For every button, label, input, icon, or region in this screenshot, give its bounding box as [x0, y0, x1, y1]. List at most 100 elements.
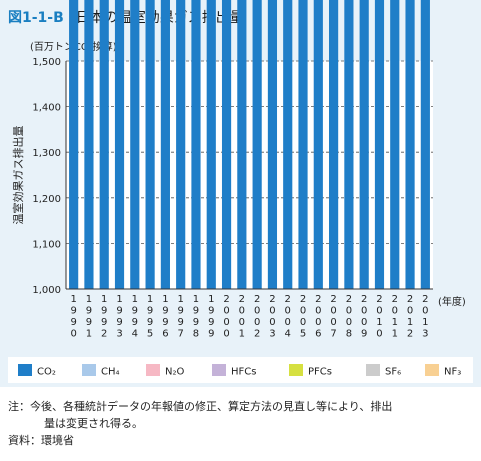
y-tick-label: 1,300 [32, 148, 61, 159]
bar-segment [359, 0, 369, 290]
bar-segment [374, 0, 385, 289]
x-tick-label: 0 [269, 317, 275, 328]
x-tick-label: 9 [147, 306, 153, 317]
x-tick-label: 1 [116, 294, 122, 305]
x-tick-label: 2 [407, 329, 413, 340]
y-tick-label: 1,100 [32, 239, 61, 250]
x-tick-label: 1 [193, 294, 199, 305]
x-tick-label: 2 [346, 294, 352, 305]
x-tick-label: 2 [330, 294, 336, 305]
x-tick-label: 0 [330, 317, 336, 328]
x-tick-label: 2 [239, 294, 245, 305]
x-tick-label: 3 [269, 329, 275, 340]
x-tick-label: 5 [147, 329, 153, 340]
x-tick-label: 1 [147, 294, 153, 305]
x-tick-label: 8 [346, 329, 352, 340]
x-tick-label: 7 [330, 329, 336, 340]
x-tick-label: 0 [315, 306, 321, 317]
bar-segment [267, 0, 278, 289]
legend-label: SF₆ [385, 367, 401, 378]
bar-segment [176, 0, 186, 289]
bar-segment [237, 0, 247, 290]
legend-label: N₂O [165, 367, 184, 378]
legend-swatch [289, 364, 303, 376]
bar-segment [344, 0, 354, 289]
x-axis-label: (年度) [438, 295, 466, 308]
x-tick-label: 1 [162, 294, 168, 305]
x-tick-label: 1 [392, 329, 398, 340]
x-tick-label: 2 [254, 329, 260, 340]
x-tick-label: 0 [239, 317, 245, 328]
bar-segment [145, 0, 155, 289]
legend-swatch [82, 364, 96, 376]
y-tick-label: 1,200 [32, 194, 61, 205]
y-tick-label: 1,000 [32, 285, 61, 296]
x-tick-label: 2 [361, 294, 367, 305]
x-tick-label: 0 [422, 306, 428, 317]
x-tick-label: 2 [300, 294, 306, 305]
legend-label: CH₄ [101, 367, 120, 378]
x-tick-label: 0 [361, 306, 367, 317]
x-tick-label: 2 [315, 294, 321, 305]
bar-segment [283, 0, 293, 289]
x-tick-label: 1 [407, 317, 413, 328]
x-tick-label: 9 [162, 306, 168, 317]
legend-label: NF₃ [444, 367, 461, 378]
x-tick-label: 5 [300, 329, 306, 340]
x-tick-label: 0 [239, 306, 245, 317]
x-tick-label: 0 [330, 306, 336, 317]
x-tick-label: 0 [70, 329, 76, 340]
legend-swatch [425, 364, 439, 376]
x-tick-label: 0 [254, 317, 260, 328]
x-tick-label: 9 [86, 306, 92, 317]
legend-label: PFCs [308, 367, 332, 378]
x-tick-label: 9 [178, 306, 184, 317]
x-tick-label: 0 [223, 329, 229, 340]
note-line-continued: 量は変更され得る。 [44, 417, 143, 430]
x-tick-label: 0 [346, 306, 352, 317]
bar-segment [420, 0, 430, 289]
x-tick-label: 8 [193, 329, 199, 340]
x-tick-label: 9 [147, 317, 153, 328]
x-tick-label: 0 [254, 306, 260, 317]
x-tick-label: 0 [376, 306, 382, 317]
x-tick-label: 1 [86, 294, 92, 305]
x-tick-label: 9 [193, 317, 199, 328]
legend-swatch [366, 364, 380, 376]
x-tick-label: 1 [86, 329, 92, 340]
x-tick-label: 0 [407, 306, 413, 317]
bar-segment [69, 0, 79, 289]
x-tick-label: 0 [300, 306, 306, 317]
notes: 注：今後、各種統計データの年報値の修正、算定方法の見直し等により、排出 量は変更… [8, 398, 474, 449]
x-tick-label: 0 [285, 306, 291, 317]
x-tick-label: 9 [116, 317, 122, 328]
x-tick-label: 9 [101, 306, 107, 317]
bar-segment [130, 0, 140, 289]
x-tick-label: 2 [422, 294, 428, 305]
bar-segment [313, 0, 323, 289]
x-tick-label: 1 [178, 294, 184, 305]
bar-segment [405, 0, 415, 289]
x-tick-label: 1 [70, 294, 76, 305]
x-tick-label: 9 [101, 317, 107, 328]
bar-segment [298, 0, 308, 289]
legend-label: HFCs [231, 367, 256, 378]
x-tick-label: 9 [132, 306, 138, 317]
x-tick-label: 4 [285, 329, 291, 340]
x-tick-label: 0 [361, 317, 367, 328]
x-tick-label: 9 [178, 317, 184, 328]
x-tick-label: 2 [376, 294, 382, 305]
x-tick-label: 2 [254, 294, 260, 305]
x-tick-label: 1 [132, 294, 138, 305]
x-tick-label: 2 [392, 294, 398, 305]
x-tick-label: 2 [285, 294, 291, 305]
x-tick-label: 3 [116, 329, 122, 340]
bar-segment [390, 0, 400, 289]
x-tick-label: 0 [223, 306, 229, 317]
x-tick-label: 9 [70, 306, 76, 317]
x-tick-label: 0 [346, 317, 352, 328]
bar-segment [99, 0, 109, 290]
bar-segment [160, 0, 170, 289]
source-line: 資料：環境省 [8, 434, 74, 447]
x-tick-label: 3 [422, 329, 428, 340]
